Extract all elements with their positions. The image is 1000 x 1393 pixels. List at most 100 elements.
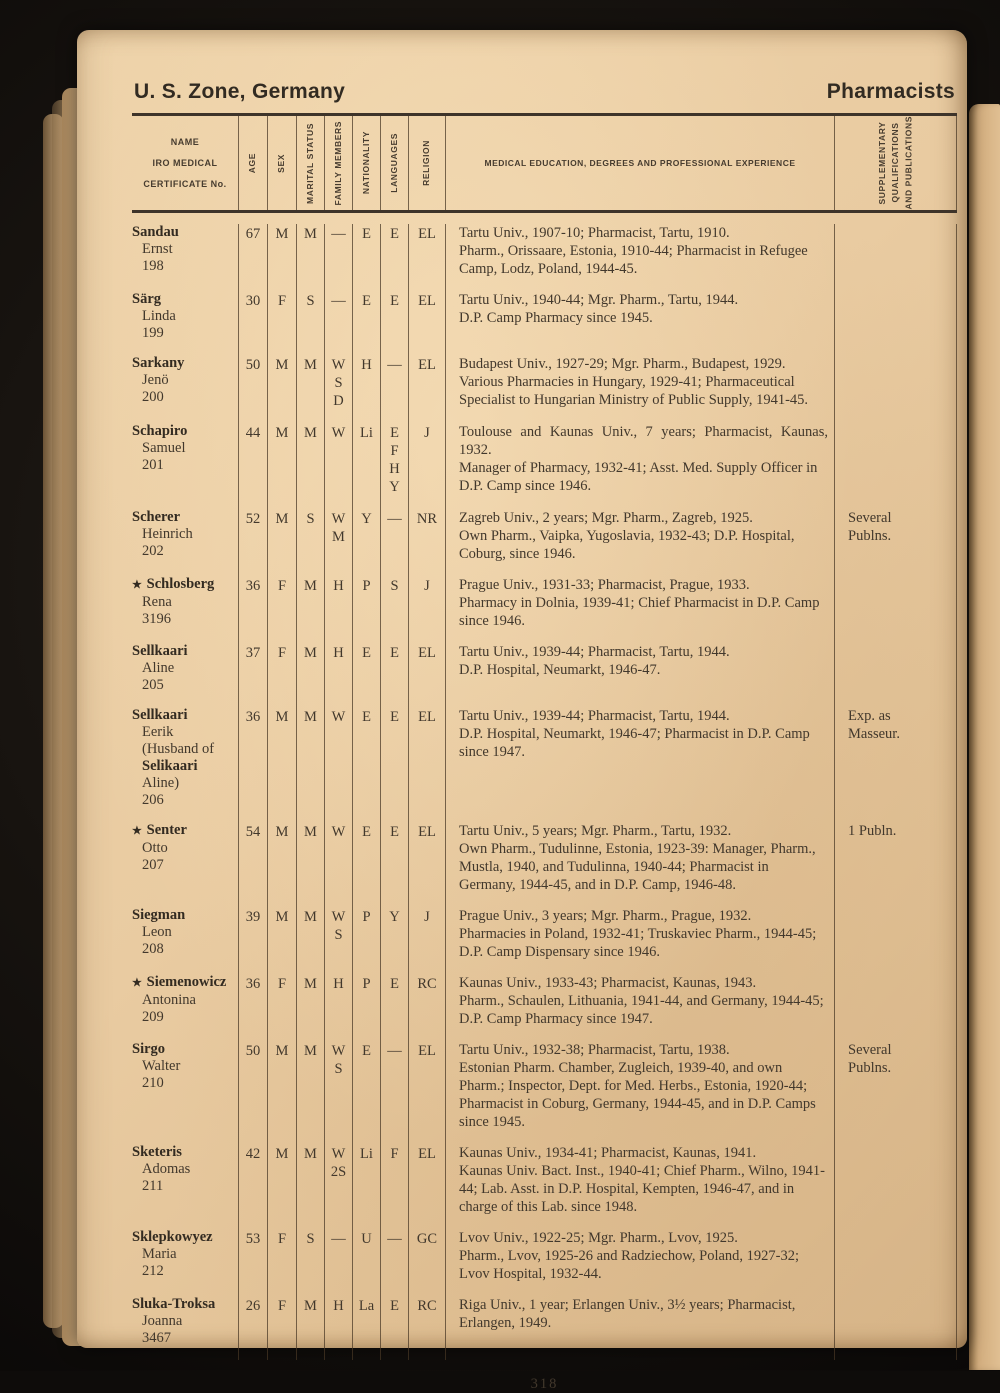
name-cell: Sarkany Jenö 200 [132,355,239,423]
name-cell: Sketeris Adomas 211 [132,1144,239,1229]
family-members-cell: H [325,576,353,643]
name-line: Selikaari [142,758,198,774]
marital-status-cell: M [297,576,325,643]
name-line: Sellkaari [132,643,188,659]
experience-paragraph: D.P. Hospital, Neumarkt, 1946-47. [459,662,661,678]
name-line: Otto [142,840,168,856]
religion-cell: RC [409,1296,446,1360]
marital-status-cell: M [297,423,325,509]
name-line: Siegman [132,907,186,923]
family-members-cell: W 2S [325,1144,353,1229]
age-cell: 52 [239,509,268,576]
name-line: 200 [142,389,164,405]
age-cell: 39 [239,907,268,974]
age-cell: 36 [239,707,268,822]
name-line: Aline) [142,775,180,791]
table-row: Sketeris Adomas 211 42 M M W 2S Li F EL Kau… [132,1144,957,1229]
name-cell: Sandau Ernst 198 [132,224,239,291]
age-cell: 37 [239,643,268,707]
experience-paragraph: Own Pharm., Tudulinne, Estonia, 1923-39:… [459,841,816,893]
sex-cell: F [268,1229,297,1296]
col-header-nationality: NATIONALITY [353,116,381,210]
age-cell: 30 [239,291,268,355]
nationality-cell: Li [353,423,381,509]
supplementary-cell: 1 Publn. [835,822,957,907]
experience-paragraph: Pharm., Lvov, 1925-26 and Radziechow, Po… [459,1248,800,1282]
nationality-cell: H [353,355,381,423]
languages-cell: E [381,643,409,707]
supplementary-cell [835,355,957,423]
experience-paragraph: Riga Univ., 1 year; Erlangen Univ., 3½ y… [459,1297,796,1331]
sex-cell: M [268,707,297,822]
next-page-edge [969,104,1000,1370]
sex-cell: M [268,509,297,576]
experience-paragraph: Kaunas Univ., 1934-41; Pharmacist, Kauna… [459,1145,757,1161]
col-header-religion: RELIGION [409,116,446,210]
religion-cell: EL [409,707,446,822]
religion-cell: NR [409,509,446,576]
marital-status-cell: M [297,355,325,423]
name-line: 210 [142,1075,164,1091]
name-cell: ★ Senter Otto 207 [132,822,239,907]
experience-paragraph: Estonian Pharm. Chamber, Zugleich, 1939-… [459,1060,816,1130]
sex-cell: F [268,974,297,1041]
name-line: 199 [142,325,164,341]
table-row: Särg Linda 199 30 F S — E E EL Tartu Univ.… [132,291,957,355]
experience-cell: Lvov Univ., 1922-25; Mgr. Pharm., Lvov, … [446,1229,835,1296]
experience-paragraph: Tartu Univ., 1907-10; Pharmacist, Tartu,… [459,225,730,241]
nationality-cell: E [353,291,381,355]
age-cell: 36 [239,974,268,1041]
page-content: U. S. Zone, Germany Pharmacists NAME IRO… [132,80,957,1393]
experience-paragraph: Prague Univ., 3 years; Mgr. Pharm., Prag… [459,908,752,924]
supplementary-cell [835,974,957,1041]
experience-cell: Toulouse and Kaunas Univ., 7 years; Phar… [446,423,835,509]
name-cell: ★ Schlosberg Rena 3196 [132,576,239,643]
languages-cell: E [381,707,409,822]
family-members-cell: — [325,224,353,291]
name-cell: Sellkaari Eerik (Husband of Selikaari Aline)… [132,707,239,822]
table-row: ★ Siemenowicz Antonina 209 36 F M H P E RC… [132,974,957,1041]
experience-cell: Budapest Univ., 1927-29; Mgr. Pharm., Bu… [446,355,835,423]
experience-paragraph: Own Pharm., Vaipka, Yugoslavia, 1932-43;… [459,528,795,562]
experience-paragraph: Tartu Univ., 5 years; Mgr. Pharm., Tartu… [459,823,732,839]
name-line: Sluka-Troksa [132,1296,216,1312]
table-body: Sandau Ernst 198 67 M M — E E EL Tartu Uni… [132,213,957,1360]
family-members-cell: W [325,822,353,907]
supplementary-cell [835,423,957,509]
languages-cell: S [381,576,409,643]
name-line: Sirgo [132,1041,166,1057]
name-cell: Scherer Heinrich 202 [132,509,239,576]
star-icon: ★ [132,977,147,989]
experience-cell: Prague Univ., 1931-33; Pharmacist, Pragu… [446,576,835,643]
age-cell: 44 [239,423,268,509]
experience-paragraph: Tartu Univ., 1939-44; Pharmacist, Tartu,… [459,644,730,660]
marital-status-cell: M [297,1296,325,1360]
age-cell: 42 [239,1144,268,1229]
languages-cell: — [381,355,409,423]
religion-cell: EL [409,355,446,423]
experience-paragraph: Tartu Univ., 1940-44; Mgr. Pharm., Tartu… [459,292,739,308]
family-members-cell: W [325,423,353,509]
experience-paragraph: Pharm., Schaulen, Lithuania, 1941-44, an… [459,993,824,1027]
name-line: Jenö [142,372,169,388]
name-line: Schapiro [132,423,188,439]
name-line: Särg [132,291,161,307]
marital-status-cell: M [297,822,325,907]
name-line: 202 [142,543,164,559]
supplementary-cell: Several Publns. [835,509,957,576]
marital-status-cell: M [297,1041,325,1144]
religion-cell: J [409,576,446,643]
sex-cell: M [268,224,297,291]
languages-cell: Y [381,907,409,974]
star-icon: ★ [132,825,147,837]
languages-cell: — [381,1229,409,1296]
directory-table: NAME IRO MEDICAL CERTIFICATE No. AGE SEX… [132,113,957,1360]
marital-status-cell: S [297,1229,325,1296]
name-line: 211 [142,1178,164,1194]
nationality-cell: E [353,707,381,822]
name-line: Sandau [132,224,179,240]
